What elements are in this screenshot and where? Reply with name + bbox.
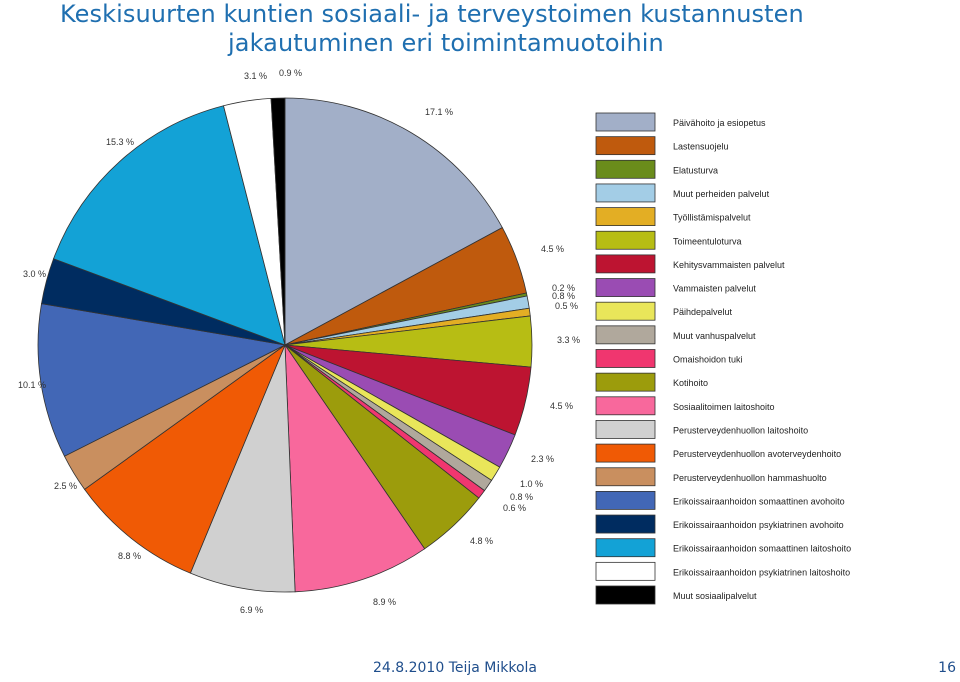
legend-swatch [595,254,656,274]
legend-swatch [595,396,656,416]
legend-label: Vammaisten palvelut [673,284,756,294]
page-number: 16 [938,660,956,676]
legend-swatch [595,443,656,463]
legend-swatch [595,585,656,605]
data-label: 0.5 % [555,301,578,311]
legend-swatch [595,420,656,439]
pie-slice-erikoissairaanhoidon-somaattinen-laitoshoito [53,105,286,346]
legend-swatch [595,112,656,132]
pie-slice-paivahoito-ja-esiopetus [284,97,503,346]
legend-label: Päihdepalvelut [673,307,733,317]
title-line-1: Keskisuurten kuntien sosiaali- ja tervey… [60,0,804,28]
pie-labels: 17.1 %4.5 %0.2 %0.8 %0.5 %3.3 %4.5 %2.3 … [18,68,580,615]
legend-swatch [595,183,656,203]
legend-label: Erikoissairaanhoidon psykiatrinen avohoi… [673,520,844,530]
data-label: 3.1 % [244,71,267,81]
legend-label: Toimeentuloturva [673,236,742,246]
legend-label: Lastensuojelu [673,142,729,152]
legend-label: Omaishoidon tuki [673,355,743,365]
legend-swatch [595,278,656,297]
data-label: 0.8 % [552,291,575,301]
legend-label: Kotihoito [673,378,708,388]
data-label: 3.0 % [23,269,46,279]
pie-slice-perusterveydenhuollon-avoterveydenhoito [84,343,286,574]
data-label: 3.3 % [557,335,580,345]
legend-swatch [595,467,656,487]
legend-swatch [595,136,656,156]
title-line-2: jakautuminen eri toimintamuotoihin [228,29,664,57]
legend-label: Elatusturva [673,165,718,175]
data-label: 10.1 % [18,380,46,390]
data-label: 2.3 % [531,454,554,464]
data-label: 17.1 % [425,107,453,117]
legend-label: Erikoissairaanhoidon somaattinen laitosh… [673,544,851,554]
data-label: 4.5 % [550,401,573,411]
legend-label: Perusterveydenhuollon hammashuolto [673,473,827,483]
legend-label: Erikoissairaanhoidon psykiatrinen laitos… [673,567,850,577]
data-label: 8.8 % [118,551,141,561]
legend-swatch [595,514,656,534]
legend-label: Muut sosiaalipalvelut [673,591,757,601]
data-label: 0.6 % [503,503,526,513]
slide-title: Keskisuurten kuntien sosiaali- ja tervey… [0,0,920,58]
legend-label: Työllistämispalvelut [673,213,751,223]
pie-slice-muut-sosiaalipalvelut [270,97,286,346]
legend-label: Muut vanhuspalvelut [673,331,756,341]
legend-swatch [595,561,656,581]
data-label: 0.9 % [279,68,302,78]
legend-swatch [595,490,656,510]
data-label: 0.8 % [510,492,533,502]
legend-swatch [595,159,656,179]
legend-swatch [595,349,656,368]
legend-label: Perusterveydenhuollon avoterveydenhoito [673,449,841,459]
pie-slice-perusterveydenhuollon-laitoshoito [189,344,296,593]
data-label: 4.5 % [541,244,564,254]
legend-label: Päivähoito ja esiopetus [673,118,766,128]
legend-swatch [595,538,656,558]
pie-slices [37,97,533,593]
legend-label: Sosiaalitoimen laitoshoito [673,402,775,412]
data-label: 6.9 % [240,605,263,615]
pie-slice-erikoissairaanhoidon-somaattinen-avohoito [37,303,287,457]
data-label: 1.0 % [520,479,543,489]
legend-swatch [595,207,656,227]
legend-swatch [595,301,656,321]
data-label: 0.2 % [552,283,575,293]
pie-slice-sosiaalitoimen-laitoshoito [284,343,426,593]
data-label: 15.3 % [106,137,134,147]
legend-swatch [595,230,656,250]
legend-swatch [595,325,656,345]
legend: Päivähoito ja esiopetus Lastensuojelu Elat… [595,112,851,605]
legend-label: Muut perheiden palvelut [673,189,770,199]
data-label: 8.9 % [373,597,396,607]
footer-text: 24.8.2010 Teija Mikkola [373,660,538,676]
data-label: 4.8 % [470,536,493,546]
legend-swatch [595,372,656,392]
legend-label: Erikoissairaanhoidon somaattinen avohoit… [673,496,845,506]
legend-label: Perusterveydenhuollon laitoshoito [673,425,808,435]
legend-label: Kehitysvammaisten palvelut [673,260,785,270]
data-label: 2.5 % [54,481,77,491]
